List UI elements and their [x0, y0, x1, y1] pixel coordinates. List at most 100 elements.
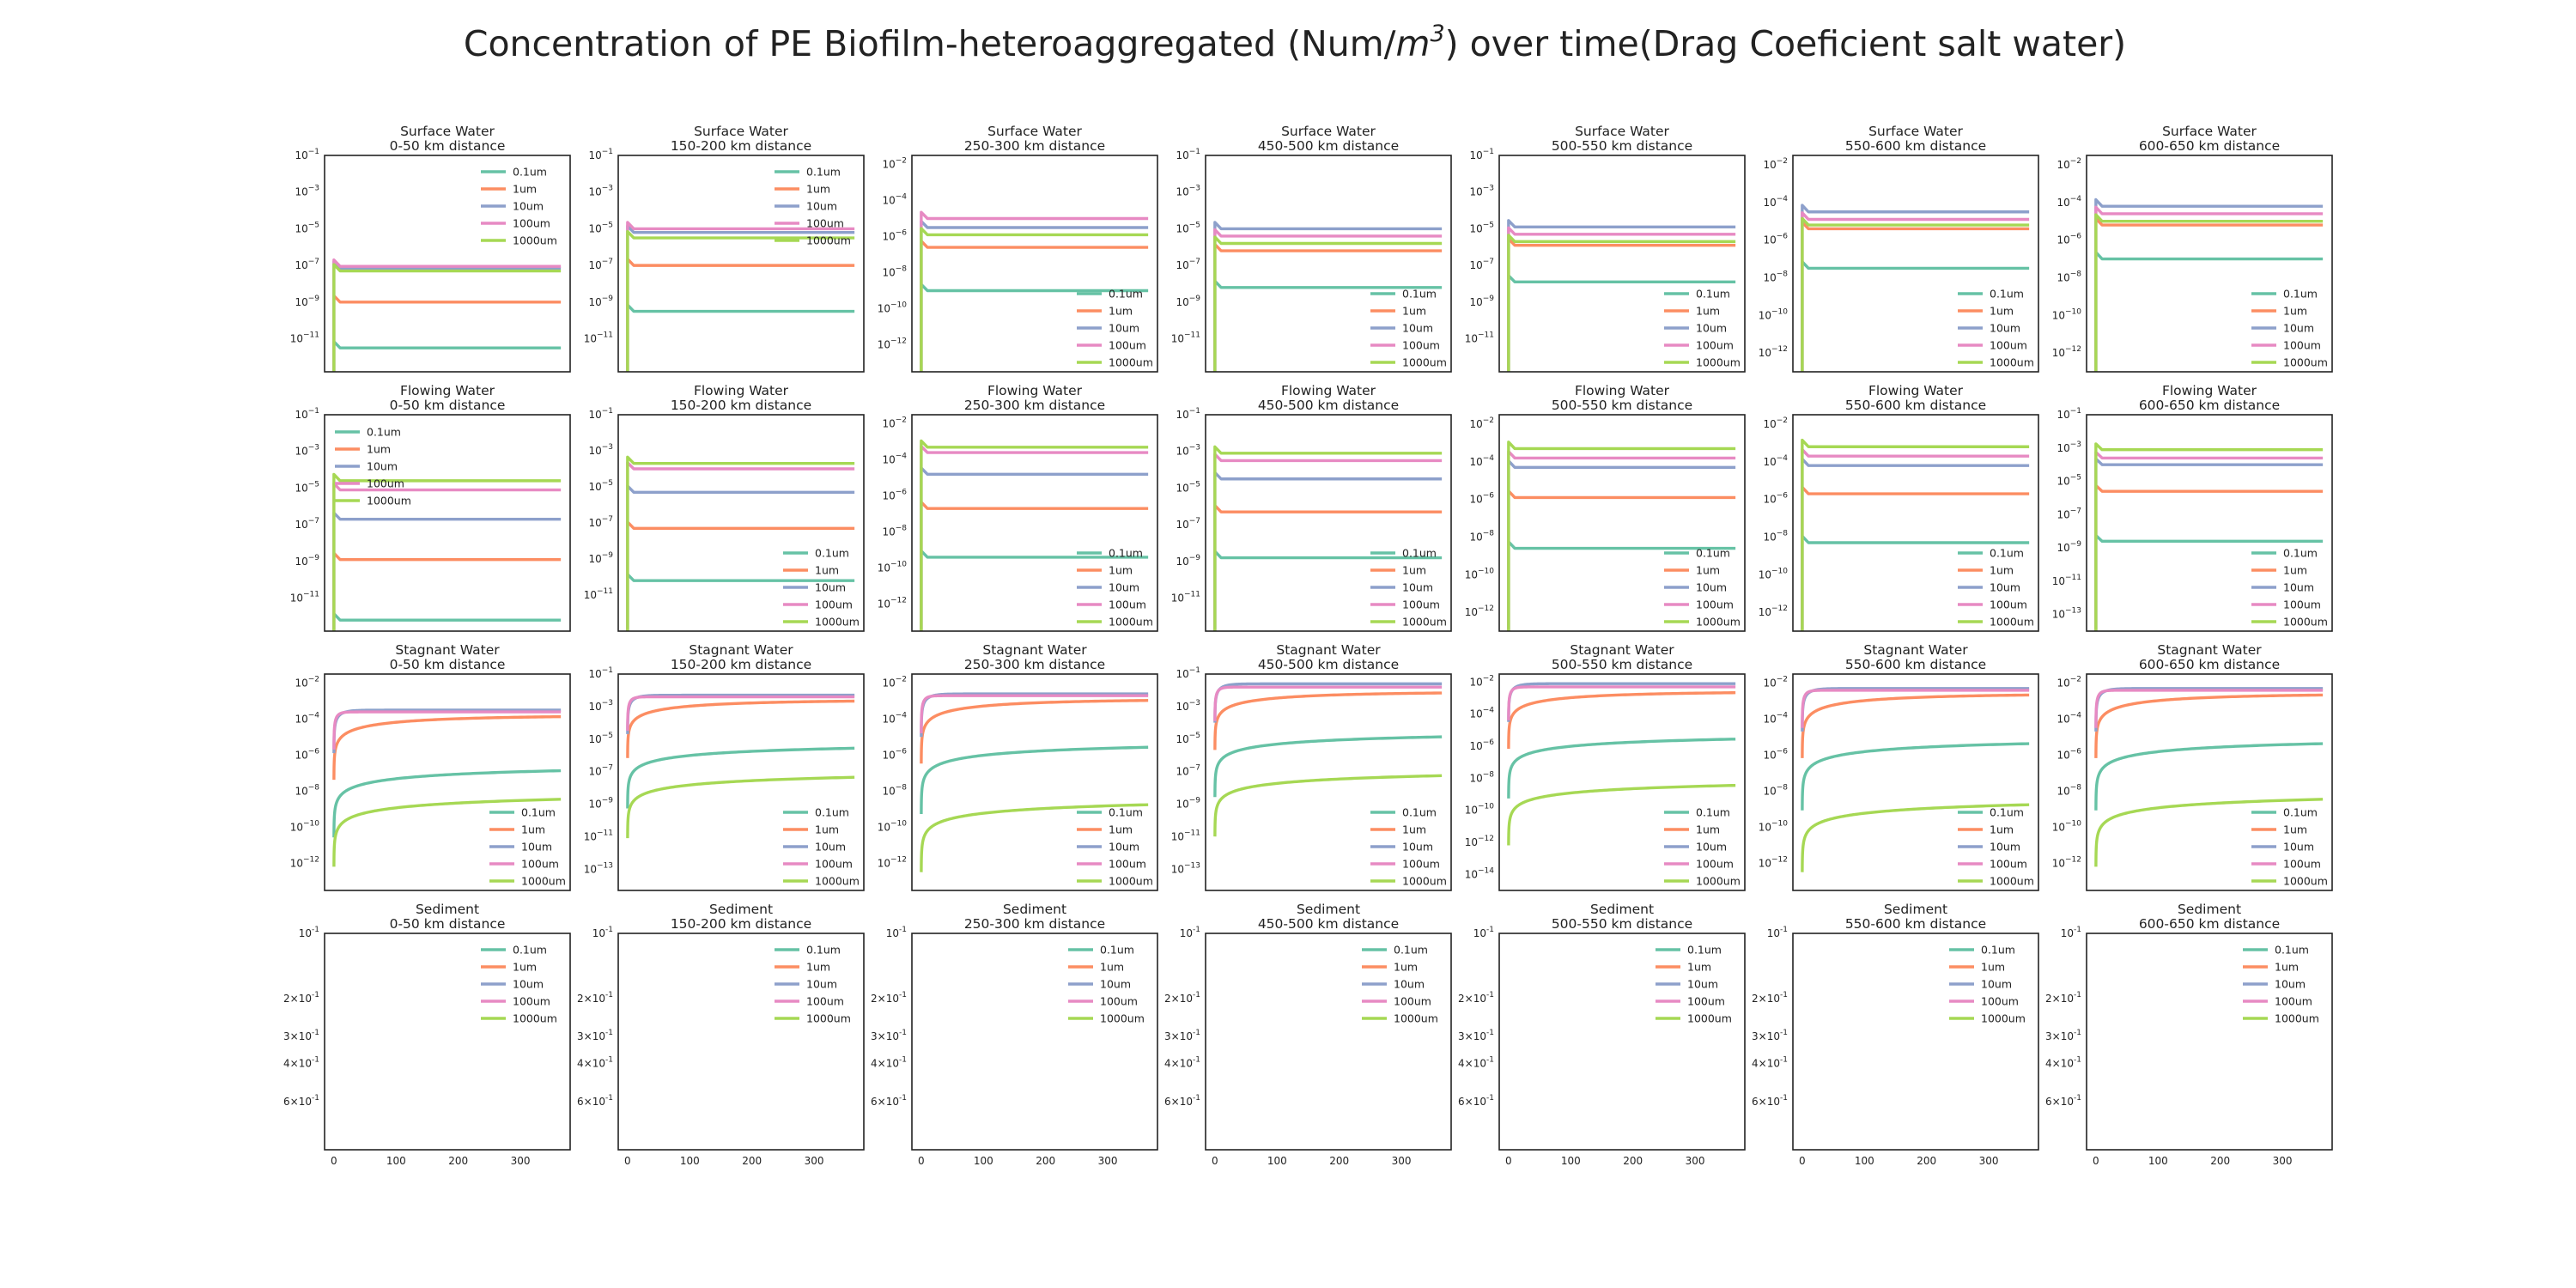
y-tick-label: 10−2 [1763, 676, 1788, 690]
series-line-1000um [920, 227, 1149, 372]
series-group [332, 708, 562, 867]
panel-title: Stagnant Water [689, 642, 793, 658]
y-tick-label: 10−11 [2052, 574, 2081, 587]
legend-label-100um: 100um [2283, 598, 2321, 611]
y-tick-label: 10−8 [1763, 529, 1788, 543]
y-tick-label: 10−9 [295, 295, 319, 308]
y-tick-label: 4×10-1 [577, 1056, 613, 1070]
legend: 0.1um 1um 10um 100um 1000um [2251, 547, 2328, 629]
y-tick-label: 3×10-1 [871, 1029, 907, 1042]
y-tick-label: 10−12 [878, 337, 907, 351]
y-tick-label: 4×10-1 [871, 1056, 907, 1070]
series-line-100um [1801, 447, 2030, 631]
panel-title: Flowing Water [2162, 383, 2257, 398]
y-tick-label: 10−4 [2057, 195, 2081, 209]
panel-subtitle: 150-200 km distance [671, 398, 811, 413]
legend-label-100um: 100um [815, 858, 853, 871]
x-tick-label: 100 [1855, 1155, 1874, 1167]
series-group [2094, 442, 2324, 631]
series-line-1000um [1213, 235, 1443, 372]
y-tick-label: 10−6 [1469, 492, 1494, 506]
legend-label-1000um: 1000um [1109, 356, 1153, 369]
legend-label-1000um: 1000um [2283, 356, 2328, 369]
series-line-1000um [1507, 234, 1736, 372]
panel-title: Surface Water [987, 124, 1082, 139]
legend-label-1000um: 1000um [1687, 1012, 1732, 1025]
legend-label-0.1um: 0.1um [1696, 806, 1730, 819]
y-tick-label: 10−10 [1759, 567, 1789, 580]
legend: 0.1um 1um 10um 100um 1000um [783, 806, 860, 888]
series-line-1000um [332, 472, 562, 631]
axes-frame [2086, 155, 2333, 373]
figure-title-suffix: ) over time(Drag Coeficient salt water) [1445, 23, 2127, 64]
y-tick-label: 10−8 [1763, 270, 1788, 283]
y-tick-label: 3×10-1 [1458, 1029, 1494, 1042]
y-tick-label: 10−9 [588, 295, 613, 308]
panel-title: Stagnant Water [1276, 642, 1381, 658]
legend-label-0.1um: 0.1um [1109, 288, 1143, 301]
panel-title: Sediment [1590, 902, 1654, 917]
series-line-0.1um [920, 745, 1149, 814]
y-tick-label: 10−7 [588, 515, 613, 529]
legend-label-1um: 1um [2275, 961, 2299, 974]
series-group [1801, 204, 2030, 372]
x-tick-label: 100 [386, 1155, 406, 1167]
y-tick-label: 10−1 [1176, 666, 1200, 680]
axes-frame [911, 673, 1158, 891]
x-tick-label: 100 [2148, 1155, 2168, 1167]
legend-label-10um: 10um [1109, 322, 1139, 335]
y-tick-label: 6×10-1 [871, 1094, 907, 1108]
legend: 0.1um 1um 10um 100um 1000um [1362, 944, 1438, 1025]
y-tick-label: 10−10 [878, 561, 908, 574]
panel-subtitle: 500-550 km distance [1552, 657, 1692, 672]
series-line-0.1um [332, 612, 562, 631]
panel-subtitle: 450-500 km distance [1258, 138, 1399, 154]
legend-label-1um: 1um [1402, 305, 1426, 318]
y-tick-label: 10−7 [2057, 507, 2081, 520]
panel-title: Stagnant Water [1570, 642, 1674, 658]
series-group [1507, 219, 1736, 372]
legend-label-0.1um: 0.1um [806, 166, 841, 179]
x-tick-label: 200 [742, 1155, 762, 1167]
panel-title: Flowing Water [987, 383, 1083, 398]
series-line-1um [626, 257, 855, 372]
y-tick-label: 2×10-1 [1752, 991, 1788, 1005]
x-tick-label: 300 [2273, 1155, 2293, 1167]
legend-label-100um: 100um [806, 217, 844, 230]
legend-label-0.1um: 0.1um [2283, 547, 2318, 560]
panel-subtitle: 0-50 km distance [390, 657, 506, 672]
y-tick-label: 2×10-1 [577, 991, 613, 1005]
y-tick-label: 10−3 [1176, 185, 1200, 198]
y-tick-label: 10−1 [1176, 148, 1200, 161]
x-tick-label: 0 [1505, 1155, 1512, 1167]
legend-label-100um: 100um [1990, 858, 2027, 871]
y-tick-label: 10−1 [2057, 407, 2081, 421]
series-line-1000um [2094, 213, 2324, 372]
legend-label-1um: 1um [367, 443, 391, 456]
y-tick-label: 10−13 [1171, 861, 1200, 875]
panel-subtitle: 450-500 km distance [1258, 916, 1399, 932]
y-tick-label: 10-1 [1473, 926, 1494, 939]
y-tick-label: 4×10-1 [1752, 1056, 1788, 1070]
panel-subtitle: 500-550 km distance [1552, 398, 1692, 413]
panel-title: Sediment [709, 902, 773, 917]
legend-label-0.1um: 0.1um [1109, 547, 1143, 560]
y-tick-label: 10−13 [584, 861, 613, 875]
axes-frame [324, 673, 571, 891]
x-tick-label: 300 [1098, 1155, 1118, 1167]
legend-label-10um: 10um [806, 200, 837, 213]
series-group [1213, 682, 1443, 837]
series-group [626, 693, 855, 839]
axes-frame [1205, 673, 1452, 891]
x-tick-label: 200 [1036, 1155, 1055, 1167]
panel-title: Stagnant Water [1863, 642, 1968, 658]
legend-label-100um: 100um [1687, 995, 1725, 1008]
y-tick-label: 10−11 [1171, 331, 1200, 345]
legend-label-10um: 10um [2283, 322, 2314, 335]
legend-label-1um: 1um [1402, 823, 1426, 836]
axes-frame [324, 933, 571, 1151]
legend-label-100um: 100um [806, 995, 844, 1008]
